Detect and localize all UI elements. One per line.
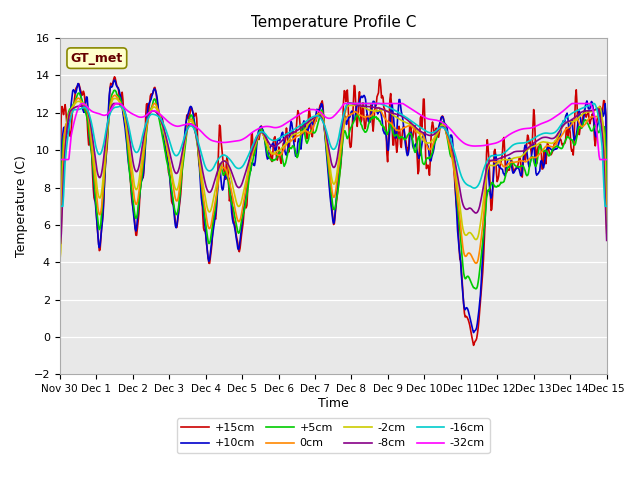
-8cm (122, 113, 130, 119)
-16cm (178, 144, 186, 150)
-2cm (417, 132, 424, 138)
-16cm (122, 112, 130, 118)
+5cm (603, 200, 611, 205)
-16cm (66, 121, 74, 127)
-2cm (179, 157, 186, 163)
0cm (401, 125, 408, 131)
+10cm (401, 130, 408, 136)
-2cm (603, 230, 611, 236)
+15cm (603, 151, 611, 157)
-2cm (207, 206, 215, 212)
-16cm (401, 113, 408, 119)
+5cm (207, 232, 215, 238)
+5cm (179, 168, 186, 173)
-16cm (207, 168, 214, 174)
-8cm (178, 154, 186, 159)
-32cm (123, 107, 131, 113)
0cm (207, 222, 215, 228)
-8cm (401, 115, 408, 120)
Line: -16cm: -16cm (60, 104, 607, 206)
+5cm (401, 137, 408, 143)
+10cm (123, 140, 131, 146)
0cm (603, 226, 611, 231)
-32cm (207, 137, 215, 143)
-8cm (207, 189, 214, 195)
-32cm (66, 148, 74, 154)
+10cm (207, 244, 215, 250)
0cm (111, 92, 118, 98)
+15cm (401, 129, 408, 134)
Line: -2cm: -2cm (60, 98, 607, 262)
-8cm (56, 241, 63, 247)
Text: GT_met: GT_met (70, 52, 123, 65)
-32cm (179, 122, 186, 128)
+10cm (66, 117, 74, 122)
+5cm (123, 133, 131, 139)
+5cm (111, 87, 118, 93)
0cm (123, 130, 131, 135)
+10cm (56, 257, 63, 263)
+15cm (207, 248, 215, 254)
Legend: +15cm, +10cm, +5cm, 0cm, -2cm, -8cm, -16cm, -32cm: +15cm, +10cm, +5cm, 0cm, -2cm, -8cm, -16… (177, 419, 490, 453)
Y-axis label: Temperature (C): Temperature (C) (15, 156, 28, 257)
-8cm (344, 100, 352, 106)
-2cm (123, 126, 131, 132)
Line: -8cm: -8cm (60, 103, 607, 244)
-32cm (401, 102, 408, 108)
-32cm (56, 156, 63, 162)
-8cm (417, 128, 424, 134)
-32cm (603, 156, 611, 162)
-2cm (401, 119, 408, 125)
0cm (66, 113, 74, 119)
+5cm (472, 286, 480, 292)
+15cm (66, 131, 74, 137)
-16cm (56, 204, 63, 209)
+5cm (66, 106, 74, 112)
0cm (179, 161, 186, 167)
+10cm (470, 330, 477, 336)
Line: 0cm: 0cm (60, 95, 607, 273)
-16cm (344, 101, 352, 107)
-32cm (417, 112, 424, 118)
+15cm (56, 263, 63, 268)
-8cm (66, 110, 74, 116)
Line: +5cm: +5cm (60, 90, 607, 289)
Title: Temperature Profile C: Temperature Profile C (250, 15, 416, 30)
+10cm (111, 77, 118, 83)
-2cm (56, 259, 63, 265)
-16cm (603, 204, 611, 209)
+5cm (56, 273, 63, 279)
+15cm (111, 74, 118, 80)
-16cm (417, 124, 424, 130)
-2cm (111, 96, 119, 101)
X-axis label: Time: Time (318, 397, 349, 410)
Line: +15cm: +15cm (60, 77, 607, 345)
+10cm (417, 152, 424, 158)
-2cm (66, 109, 74, 115)
+15cm (470, 342, 477, 348)
Line: -32cm: -32cm (60, 104, 607, 159)
0cm (56, 270, 63, 276)
-8cm (603, 238, 611, 243)
+15cm (417, 115, 424, 121)
0cm (417, 130, 424, 136)
Line: +10cm: +10cm (60, 80, 607, 333)
+15cm (179, 166, 186, 171)
-32cm (78, 101, 86, 107)
+10cm (179, 158, 186, 164)
+10cm (603, 194, 611, 200)
+5cm (417, 142, 424, 148)
+15cm (123, 130, 131, 136)
